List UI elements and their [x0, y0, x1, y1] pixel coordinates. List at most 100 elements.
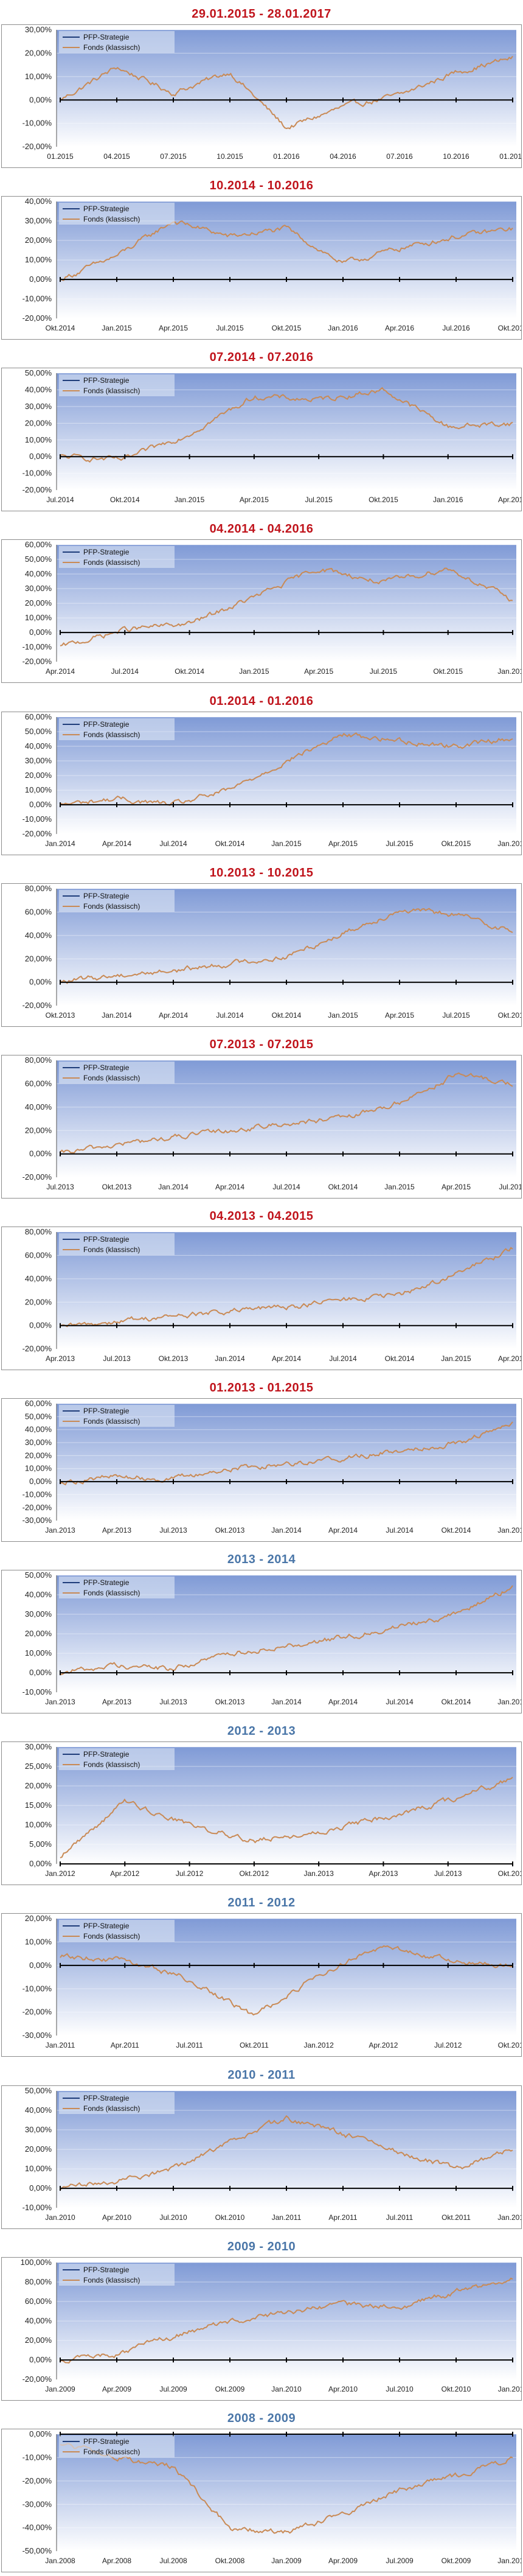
x-tick-label: Jul.2015 — [305, 495, 333, 504]
x-tick-label: Jan.2013 — [303, 1869, 334, 1878]
x-tick-label: Jul.2008 — [159, 2557, 187, 2565]
x-tick-label: Jul.2013 — [159, 1526, 187, 1535]
x-tick-label: Apr.2014 — [159, 1011, 188, 1020]
x-tick-label: Okt.2014 — [272, 1011, 302, 1020]
chart-title: 2009 - 2010 — [227, 2240, 296, 2253]
x-tick-label: Apr.2013 — [102, 1526, 131, 1535]
y-tick-label: -10,00% — [23, 1489, 52, 1499]
y-tick-label: 0,00% — [29, 628, 52, 637]
x-tick-label: Okt.2013 — [498, 1869, 521, 1878]
y-tick-label: 20,00% — [25, 1629, 52, 1638]
y-tick-label: 40,00% — [25, 931, 52, 940]
x-tick-label: Okt.2014 — [442, 1526, 471, 1535]
x-tick-label: Jan.2015 — [175, 495, 205, 504]
chart-title: 2011 - 2012 — [227, 1896, 296, 1909]
x-tick-label: Jul.2010 — [386, 2385, 414, 2393]
y-tick-label: 30,00% — [25, 1438, 52, 1447]
x-tick-label: 04.2016 — [330, 152, 356, 161]
x-tick-label: Apr.2015 — [328, 839, 358, 848]
y-tick-label: 10,00% — [25, 2164, 52, 2173]
y-tick-label: -20,00% — [23, 2007, 52, 2017]
legend-label-fund: Fonds (klassisch) — [83, 215, 140, 223]
y-tick-label: -20,00% — [23, 485, 52, 494]
chart-title: 07.2013 - 07.2015 — [209, 1038, 314, 1051]
y-tick-label: 0,00% — [29, 1859, 52, 1868]
legend-label-fund: Fonds (klassisch) — [83, 1589, 140, 1597]
x-tick-label: Okt.2009 — [215, 2385, 245, 2393]
y-tick-label: 0,00% — [29, 800, 52, 809]
x-tick-label: Okt.2013 — [159, 1354, 189, 1363]
y-tick-label: 0,00% — [29, 2429, 52, 2438]
legend-label-fund: Fonds (klassisch) — [83, 902, 140, 911]
chart-title: 04.2014 - 04.2016 — [209, 522, 314, 536]
chart-panel: 2012 - 2013 30,00% 25,00% 20,00% 15,00% 10,00… — [0, 1717, 523, 1889]
x-tick-label: Jan.2016 — [328, 324, 358, 332]
y-tick-label: 20,00% — [25, 1297, 52, 1306]
y-tick-label: -10,00% — [23, 2452, 52, 2462]
y-tick-label: -20,00% — [23, 829, 52, 838]
y-tick-label: 20,00% — [25, 1781, 52, 1790]
x-tick-label: Jan.2008 — [45, 2557, 75, 2565]
y-tick-label: 40,00% — [25, 2316, 52, 2325]
x-tick-label: Jan.2014 — [102, 1011, 132, 1020]
x-tick-label: Jan.2011 — [46, 2041, 75, 2049]
y-tick-label: -30,00% — [23, 2499, 52, 2508]
legend-label-fund: Fonds (klassisch) — [83, 558, 140, 567]
chart-svg: 60,00% 50,00% 40,00% 30,00% 20,00% 10,00% 0,00… — [23, 540, 521, 676]
y-tick-label: 40,00% — [25, 1425, 52, 1434]
legend-label-strategy: PFP-Strategie — [83, 376, 130, 385]
chart-panel: 07.2013 - 07.2015 80,00% 60,00% 40,00% 20,00… — [0, 1031, 523, 1202]
chart-svg: 100,00% 80,00% 60,00% 40,00% 20,00% 0,00% -20,… — [21, 2258, 521, 2393]
x-tick-label: Apr.2015 — [159, 324, 188, 332]
y-tick-label: -50,00% — [23, 2546, 52, 2555]
y-tick-label: -20,00% — [23, 1001, 52, 1010]
y-tick-label: 10,00% — [25, 785, 52, 794]
x-tick-label: Jul.2013 — [159, 1698, 187, 1706]
legend-box — [59, 2435, 175, 2457]
y-tick-label: 25,00% — [25, 1762, 52, 1771]
legend-box — [59, 1062, 175, 1083]
x-tick-label: Jul.2014 — [111, 667, 139, 676]
x-tick-label: Okt.2009 — [442, 2557, 471, 2565]
chart-panel: 10.2014 - 10.2016 40,00% 30,00% 20,00% 10,00… — [0, 172, 523, 343]
y-tick-label: 30,00% — [25, 1609, 52, 1619]
x-tick-label: Jan.2009 — [271, 2557, 302, 2565]
chart-svg: 40,00% 30,00% 20,00% 10,00% 0,00% -10,00% -20,… — [23, 197, 521, 332]
y-tick-label: 0,00% — [29, 2183, 52, 2193]
y-tick-label: 0,00% — [29, 1149, 52, 1158]
y-tick-label: 40,00% — [25, 2105, 52, 2115]
x-tick-label: Jul.2015 — [442, 1011, 470, 1020]
chart-svg: 50,00% 40,00% 30,00% 20,00% 10,00% 0,00% -10,0… — [23, 1570, 521, 1706]
legend-label-strategy: PFP-Strategie — [83, 2266, 130, 2274]
y-tick-label: -20,00% — [23, 657, 52, 666]
x-tick-label: Apr.2014 — [102, 839, 131, 848]
x-tick-label: 04.2015 — [103, 152, 130, 161]
x-tick-label: Jul.2012 — [434, 2041, 462, 2049]
chart-title: 04.2013 - 04.2015 — [209, 1209, 314, 1223]
legend-label-strategy: PFP-Strategie — [83, 1578, 130, 1587]
x-tick-label: Jul.2014 — [216, 1011, 244, 1020]
y-tick-label: 0,00% — [29, 2355, 52, 2364]
x-tick-label: Apr.2015 — [498, 1354, 521, 1363]
chart-title: 10.2014 - 10.2016 — [209, 179, 314, 192]
y-tick-label: 5,00% — [29, 1839, 52, 1849]
series-line-fund — [60, 220, 513, 281]
x-tick-label: Jul.2011 — [386, 2213, 414, 2222]
y-tick-label: 20,00% — [25, 598, 52, 607]
x-tick-label: Jan.2016 — [497, 667, 521, 676]
chart-frame: 80,00% 60,00% 40,00% 20,00% 0,00% -20,00% Okt.… — [1, 883, 522, 1027]
y-tick-label: 0,00% — [29, 95, 52, 104]
chart-panel: 2009 - 2010 100,00% 80,00% 60,00% 40,00% 20,0… — [0, 2233, 523, 2404]
y-tick-label: 10,00% — [25, 255, 52, 264]
legend-box — [59, 890, 175, 912]
chart-frame: 80,00% 60,00% 40,00% 20,00% 0,00% -20,00% Apr.… — [1, 1227, 522, 1371]
x-tick-label: Okt.2016 — [498, 324, 521, 332]
